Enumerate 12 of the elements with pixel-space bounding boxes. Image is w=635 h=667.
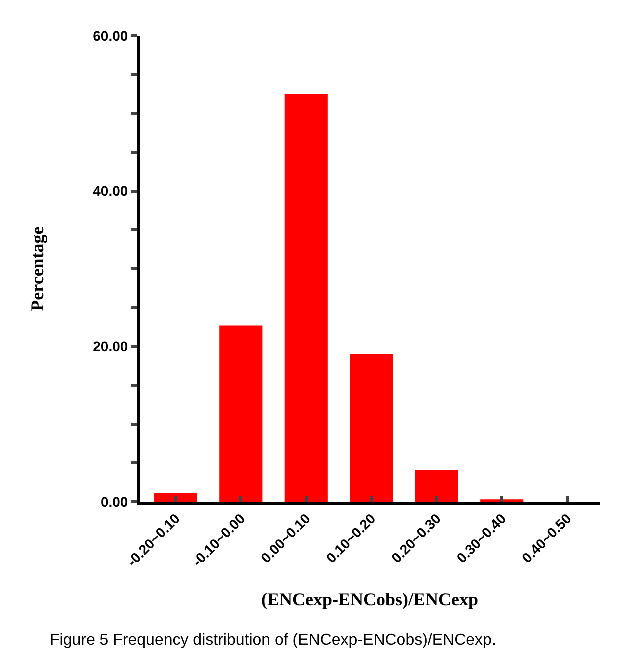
bar — [220, 326, 263, 502]
y-tick-label: 60.00 — [93, 28, 128, 44]
bar — [415, 470, 458, 502]
y-tick-label: 20.00 — [93, 338, 128, 355]
caption: Figure 5 Frequency distribution of (ENCexp-ENCobs)/ENCexp. — [50, 632, 496, 649]
y-axis-title: Percentage — [27, 226, 48, 312]
y-tick-label: 0.00 — [100, 494, 128, 510]
bar — [350, 354, 394, 502]
bar — [154, 493, 198, 502]
bar — [284, 94, 328, 502]
y-tick-label: 40.00 — [93, 183, 128, 200]
x-axis-title: (ENCexp-ENCobs)/ENCexp — [261, 590, 479, 610]
